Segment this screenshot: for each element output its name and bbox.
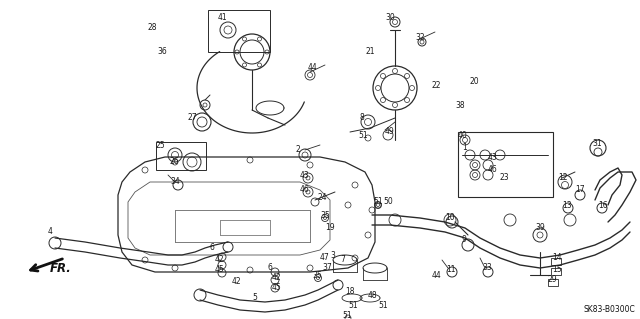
Text: 2: 2 xyxy=(295,145,300,154)
Text: 15: 15 xyxy=(552,265,562,275)
Text: 39: 39 xyxy=(535,224,545,233)
Text: 43: 43 xyxy=(488,153,498,162)
Text: 35: 35 xyxy=(312,271,322,279)
Text: 22: 22 xyxy=(432,80,442,90)
Text: 12: 12 xyxy=(558,174,568,182)
Text: 1: 1 xyxy=(462,144,467,152)
Text: 50: 50 xyxy=(383,197,393,206)
Text: 6: 6 xyxy=(268,263,273,272)
Text: 40: 40 xyxy=(458,130,468,139)
Bar xyxy=(208,10,270,52)
Text: 29: 29 xyxy=(548,276,557,285)
Text: 43: 43 xyxy=(300,170,310,180)
Text: 51: 51 xyxy=(378,300,388,309)
Text: 8: 8 xyxy=(360,114,365,122)
Text: 42: 42 xyxy=(232,278,242,286)
Bar xyxy=(551,258,561,265)
Text: 26: 26 xyxy=(170,158,180,167)
Text: FR.: FR. xyxy=(50,262,72,275)
Text: 11: 11 xyxy=(446,265,456,275)
Text: 33: 33 xyxy=(482,263,492,272)
Text: 47: 47 xyxy=(320,254,330,263)
Text: 5: 5 xyxy=(252,293,257,302)
Text: 3: 3 xyxy=(330,250,335,259)
Text: 42: 42 xyxy=(272,273,282,283)
Text: 44: 44 xyxy=(432,271,442,279)
Text: 7: 7 xyxy=(340,256,345,264)
Text: 30: 30 xyxy=(385,13,395,23)
Text: 13: 13 xyxy=(562,201,572,210)
Bar xyxy=(548,279,558,286)
Text: 49: 49 xyxy=(385,128,395,137)
Text: 10: 10 xyxy=(445,213,454,222)
Text: 24: 24 xyxy=(318,194,328,203)
Text: 36: 36 xyxy=(157,48,167,56)
Text: 6: 6 xyxy=(210,243,215,253)
Bar xyxy=(458,132,553,197)
Text: 46: 46 xyxy=(300,186,310,195)
Text: 51: 51 xyxy=(348,300,358,309)
Text: 41: 41 xyxy=(218,13,228,23)
Text: 17: 17 xyxy=(575,186,584,195)
Text: 27: 27 xyxy=(188,114,198,122)
Text: 34: 34 xyxy=(170,177,180,187)
Text: 45: 45 xyxy=(272,284,282,293)
Text: 31: 31 xyxy=(592,139,602,149)
Bar xyxy=(551,268,561,275)
Text: 23: 23 xyxy=(500,174,509,182)
Text: 16: 16 xyxy=(598,201,607,210)
Text: 48: 48 xyxy=(368,291,378,300)
Bar xyxy=(156,142,206,170)
Text: 28: 28 xyxy=(148,24,157,33)
Text: 18: 18 xyxy=(345,287,355,296)
Text: 35: 35 xyxy=(320,211,330,219)
Text: 25: 25 xyxy=(155,140,164,150)
Text: 21: 21 xyxy=(365,48,374,56)
Text: 37: 37 xyxy=(322,263,332,272)
Text: 20: 20 xyxy=(470,78,479,86)
Text: 14: 14 xyxy=(552,254,562,263)
Text: 46: 46 xyxy=(488,166,498,174)
Text: 38: 38 xyxy=(455,100,465,109)
Text: 44: 44 xyxy=(308,63,317,72)
Text: SK83-B0300C: SK83-B0300C xyxy=(583,305,635,314)
Text: 45: 45 xyxy=(215,265,225,275)
Text: 32: 32 xyxy=(415,33,424,42)
Text: 51: 51 xyxy=(342,310,351,319)
Text: 51: 51 xyxy=(373,197,383,206)
Text: 9: 9 xyxy=(462,235,467,244)
Text: 19: 19 xyxy=(325,224,335,233)
Text: 42: 42 xyxy=(215,256,225,264)
Text: 4: 4 xyxy=(48,227,53,236)
Text: 51: 51 xyxy=(358,130,367,139)
